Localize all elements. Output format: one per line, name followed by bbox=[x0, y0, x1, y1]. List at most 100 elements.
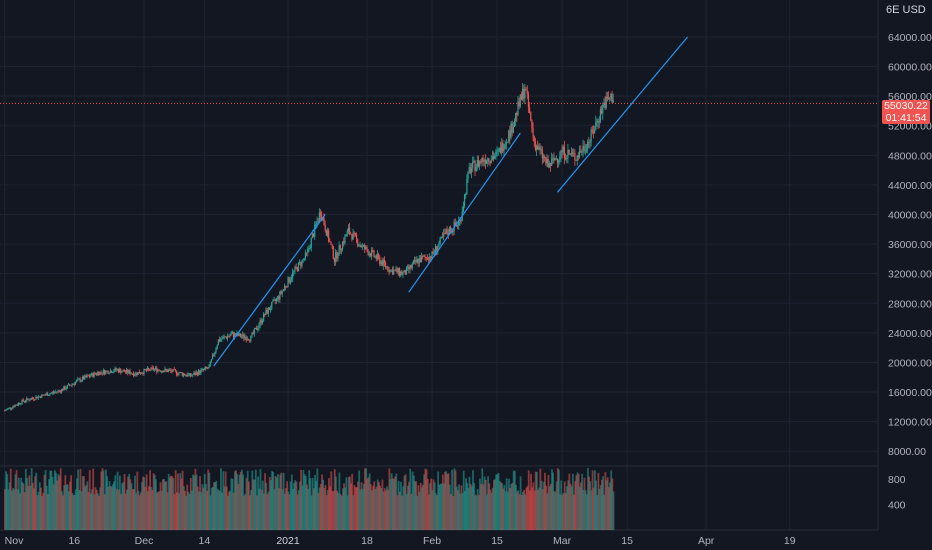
candle-body bbox=[519, 94, 521, 107]
volume-bar bbox=[309, 478, 312, 530]
candle-body bbox=[567, 150, 569, 159]
candle-body bbox=[116, 369, 118, 371]
candle-body bbox=[143, 369, 145, 374]
candle-body bbox=[35, 396, 37, 400]
volume-bar bbox=[567, 480, 570, 530]
volume-bar bbox=[289, 481, 292, 530]
volume-bar bbox=[475, 495, 478, 530]
candle-body bbox=[605, 96, 607, 109]
volume-bar bbox=[59, 468, 62, 530]
candle-body bbox=[220, 339, 222, 342]
volume-bar bbox=[285, 488, 287, 530]
candle-body bbox=[153, 368, 156, 370]
candle-body bbox=[196, 372, 199, 376]
candle-body bbox=[438, 243, 440, 248]
volume-bar bbox=[106, 476, 109, 530]
candle-body bbox=[309, 247, 311, 249]
candle-body bbox=[476, 159, 478, 167]
volume-bar bbox=[50, 470, 53, 530]
candle-body bbox=[518, 101, 520, 107]
trendline[interactable] bbox=[408, 132, 521, 293]
volume-bar bbox=[324, 485, 327, 530]
candle-body bbox=[235, 333, 237, 336]
candle-body bbox=[23, 401, 25, 402]
volume-bar bbox=[247, 481, 250, 530]
volume-bar bbox=[130, 483, 133, 530]
volume-bar bbox=[119, 475, 121, 530]
candle-body bbox=[228, 336, 230, 338]
candle-body bbox=[99, 371, 101, 376]
candle-body bbox=[337, 255, 339, 259]
volume-bar bbox=[388, 468, 391, 530]
candle-body bbox=[498, 147, 500, 150]
candle-body bbox=[78, 378, 80, 380]
candle-body bbox=[474, 160, 476, 172]
volume-bar bbox=[127, 476, 129, 530]
volume-bar bbox=[361, 489, 364, 530]
volume-bar bbox=[238, 474, 241, 530]
volume-bar bbox=[458, 484, 460, 530]
volume-bar bbox=[599, 485, 602, 530]
volume-bar bbox=[149, 470, 152, 530]
candle-body bbox=[268, 307, 271, 310]
volume-bar bbox=[412, 475, 415, 530]
volume-bar bbox=[259, 469, 262, 530]
candle-body bbox=[106, 370, 108, 372]
volume-bar bbox=[486, 494, 488, 530]
candle-body bbox=[426, 257, 428, 260]
volume-bar bbox=[274, 475, 277, 530]
candle-body bbox=[535, 145, 538, 150]
candle-body bbox=[121, 371, 123, 373]
volume-bar bbox=[71, 492, 74, 530]
volume-bar bbox=[414, 481, 416, 530]
candle-body bbox=[604, 102, 606, 109]
candle-body bbox=[505, 141, 507, 144]
volume-bar bbox=[57, 474, 60, 530]
candle-body bbox=[527, 93, 530, 108]
candle-body bbox=[541, 149, 543, 159]
volume-bar bbox=[468, 476, 471, 530]
volume-bar bbox=[609, 482, 611, 530]
volume-bar bbox=[5, 471, 8, 530]
candle-body bbox=[396, 268, 398, 273]
y-tick-label: 16000.00 bbox=[888, 387, 932, 399]
candle-body bbox=[499, 147, 502, 154]
candle-body bbox=[596, 121, 598, 123]
candle-body bbox=[409, 265, 411, 270]
volume-bar bbox=[22, 483, 25, 530]
volume-bar bbox=[19, 493, 21, 530]
candle-body bbox=[525, 89, 527, 91]
volume-bar bbox=[271, 470, 273, 530]
volume-bar bbox=[408, 481, 411, 530]
volume-bar bbox=[407, 485, 409, 530]
candle-body bbox=[142, 373, 144, 374]
candle-body bbox=[98, 372, 100, 376]
candle-body bbox=[168, 369, 171, 371]
trendline[interactable] bbox=[557, 36, 688, 193]
candle-body bbox=[273, 299, 275, 301]
x-tick-label: 15 bbox=[491, 535, 503, 547]
volume-bar bbox=[266, 494, 269, 530]
volume-bar bbox=[38, 482, 41, 530]
candle-body bbox=[501, 142, 503, 154]
volume-bar bbox=[73, 495, 76, 530]
volume-bar bbox=[530, 473, 532, 530]
volume-bar bbox=[40, 487, 42, 530]
volume-bar bbox=[217, 489, 220, 530]
candle-body bbox=[72, 383, 74, 385]
candle-body bbox=[63, 386, 65, 391]
candle-body bbox=[64, 386, 66, 390]
currency-label[interactable]: 6E USD bbox=[886, 4, 932, 16]
candle-body bbox=[321, 215, 323, 220]
volume-bar bbox=[136, 471, 139, 530]
candle-body bbox=[295, 266, 297, 268]
candle-body bbox=[181, 372, 183, 376]
candle-body bbox=[102, 370, 104, 374]
trendline[interactable] bbox=[213, 214, 326, 367]
candle-body bbox=[50, 393, 52, 394]
candle-body bbox=[296, 267, 298, 272]
volume-bar bbox=[555, 481, 558, 530]
x-tick-label: Mar bbox=[553, 535, 572, 547]
